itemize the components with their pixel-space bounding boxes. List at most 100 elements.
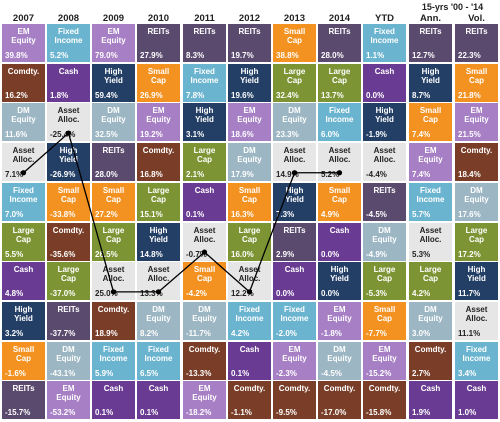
cell-label: Fixed Income [325,106,354,125]
cell-dm-equity: DM Equity 11.6% [2,103,45,142]
cell-value: -0.7% [186,249,207,259]
cell-value: -4.4% [366,170,387,180]
cell-value: 6.0% [321,130,340,140]
column-header: 2013 [283,13,306,24]
cell-label: High Yield [375,106,394,125]
cell-value: 11.7% [458,289,481,299]
cell-cash: Cash 0.0% [273,262,316,301]
cell-label: REITs [102,146,125,156]
cell-large-cap: Large Cap 15.1% [137,182,180,221]
cell-high-yield: High Yield 14.8% [137,222,180,261]
cell-reits: REITs 27.9% [137,24,180,62]
cell-value: 2.1% [186,170,205,180]
cell-value: 7.1% [5,170,24,180]
cell-label: Large Cap [193,146,216,165]
cell-label: EM Equity [237,106,262,125]
cell-large-cap: Large Cap 32.4% [273,63,316,102]
cell-small-cap: Small Cap -7.7% [363,301,406,340]
cell-value: 5.2% [321,170,340,180]
cell-value: 5.7% [412,209,431,219]
cell-label: EM Equity [56,384,81,403]
cell-large-cap: Large Cap -37.0% [47,262,90,301]
cell-value: 7.8% [186,90,205,100]
cell-label: Cash [13,265,34,275]
cell-label: EM Equity [418,146,443,165]
cell-label: High Yield [421,66,440,85]
cell-label: Asset Alloc. [238,265,261,284]
cell-label: High Yield [149,225,168,244]
cell-value: -15.8% [366,408,392,418]
cell-label: DM Equity [282,106,307,125]
cell-label: Comdty. [97,304,130,314]
cell-value: 12.7% [412,51,435,60]
cell-fixed-income: Fixed Income 7.8% [183,63,226,102]
cell-label: Cash [148,384,169,394]
cell-reits: REITs -15.7% [2,381,45,420]
cell-asset-alloc: Asset Alloc. 25.0% [92,262,135,301]
cell-commodities: Comdty. -1.1% [228,381,271,420]
cell-label: Small Cap [238,185,261,204]
cell-label: High Yield [467,265,486,284]
cell-cash: Cash 0.0% [318,222,361,261]
cell-fixed-income: Fixed Income 6.5% [137,341,180,380]
cell-asset-alloc: Asset Alloc. 5.2% [318,143,361,182]
cell-value: 19.2% [140,130,163,140]
cell-value: 8.7% [412,90,431,100]
cell-value: 4.9% [321,209,340,219]
cell-value: 0.1% [186,209,205,219]
cell-label: Large Cap [373,265,396,284]
cell-value: -53.2% [50,408,76,418]
cell-label: DM Equity [11,106,36,125]
cell-small-cap: Small Cap -4.2% [183,262,226,301]
cell-large-cap: Large Cap -5.3% [363,262,406,301]
cell-value: 0.1% [231,368,250,378]
cell-label: Asset Alloc. [193,225,216,244]
cell-label: Comdty. [414,344,447,354]
cell-value: 32.5% [95,130,118,140]
cell-em-equity: EM Equity -53.2% [47,381,90,420]
cell-value: -2.0% [276,328,297,338]
cell-label: DM Equity [192,304,217,323]
cell-asset-alloc: Asset Alloc. -0.7% [183,222,226,261]
cell-label: REITs [283,225,306,235]
cell-dm-equity: DM Equity -43.1% [47,341,90,380]
column-header: Vol. [468,13,485,24]
cell-value: -1.9% [366,130,387,140]
cell-reits: REITs 28.0% [318,24,361,62]
cell-small-cap: Small Cap 21.8% [455,63,498,102]
cell-value: 27.2% [95,209,118,219]
cell-label: Comdty. [323,384,356,394]
cell-commodities: Comdty. -13.3% [183,341,226,380]
cell-label: Small Cap [373,304,396,323]
cell-label: Comdty. [188,344,221,354]
cell-high-yield: High Yield 0.0% [318,262,361,301]
cell-label: REITs [147,27,170,36]
cell-asset-alloc: Asset Alloc. 11.1% [455,301,498,340]
cell-label: Cash [466,384,487,394]
cell-asset-alloc: Asset Alloc. 7.1% [2,143,45,182]
header-note: 15-yrs '00 - '14 [421,2,484,12]
cell-reits: REITs 12.7% [409,24,452,62]
cell-label: REITs [238,27,261,36]
cell-value: -37.0% [50,289,76,299]
cell-em-equity: EM Equity 39.8% [2,24,45,62]
cell-value: -17.0% [321,408,347,418]
cell-high-yield: High Yield 11.7% [455,262,498,301]
cell-value: 5.5% [5,249,24,259]
cell-em-equity: EM Equity 18.6% [228,103,271,142]
cell-cash: Cash 0.1% [183,182,226,221]
cell-fixed-income: Fixed Income 3.4% [455,341,498,380]
cell-value: 18.6% [231,130,254,140]
cell-commodities: Comdty. 16.2% [2,63,45,102]
cell-label: DM Equity [372,225,397,244]
cell-label: Large Cap [57,265,80,284]
cell-label: Small Cap [102,185,125,204]
cell-value: 13.3% [140,289,163,299]
cell-em-equity: EM Equity -1.8% [318,301,361,340]
cell-label: High Yield [14,304,33,323]
cell-dm-equity: DM Equity -11.7% [183,301,226,340]
cell-dm-equity: DM Equity -4.5% [318,341,361,380]
cell-value: -15.2% [366,368,392,378]
cell-value: -1.8% [321,328,342,338]
column-header: YTD [375,13,394,24]
